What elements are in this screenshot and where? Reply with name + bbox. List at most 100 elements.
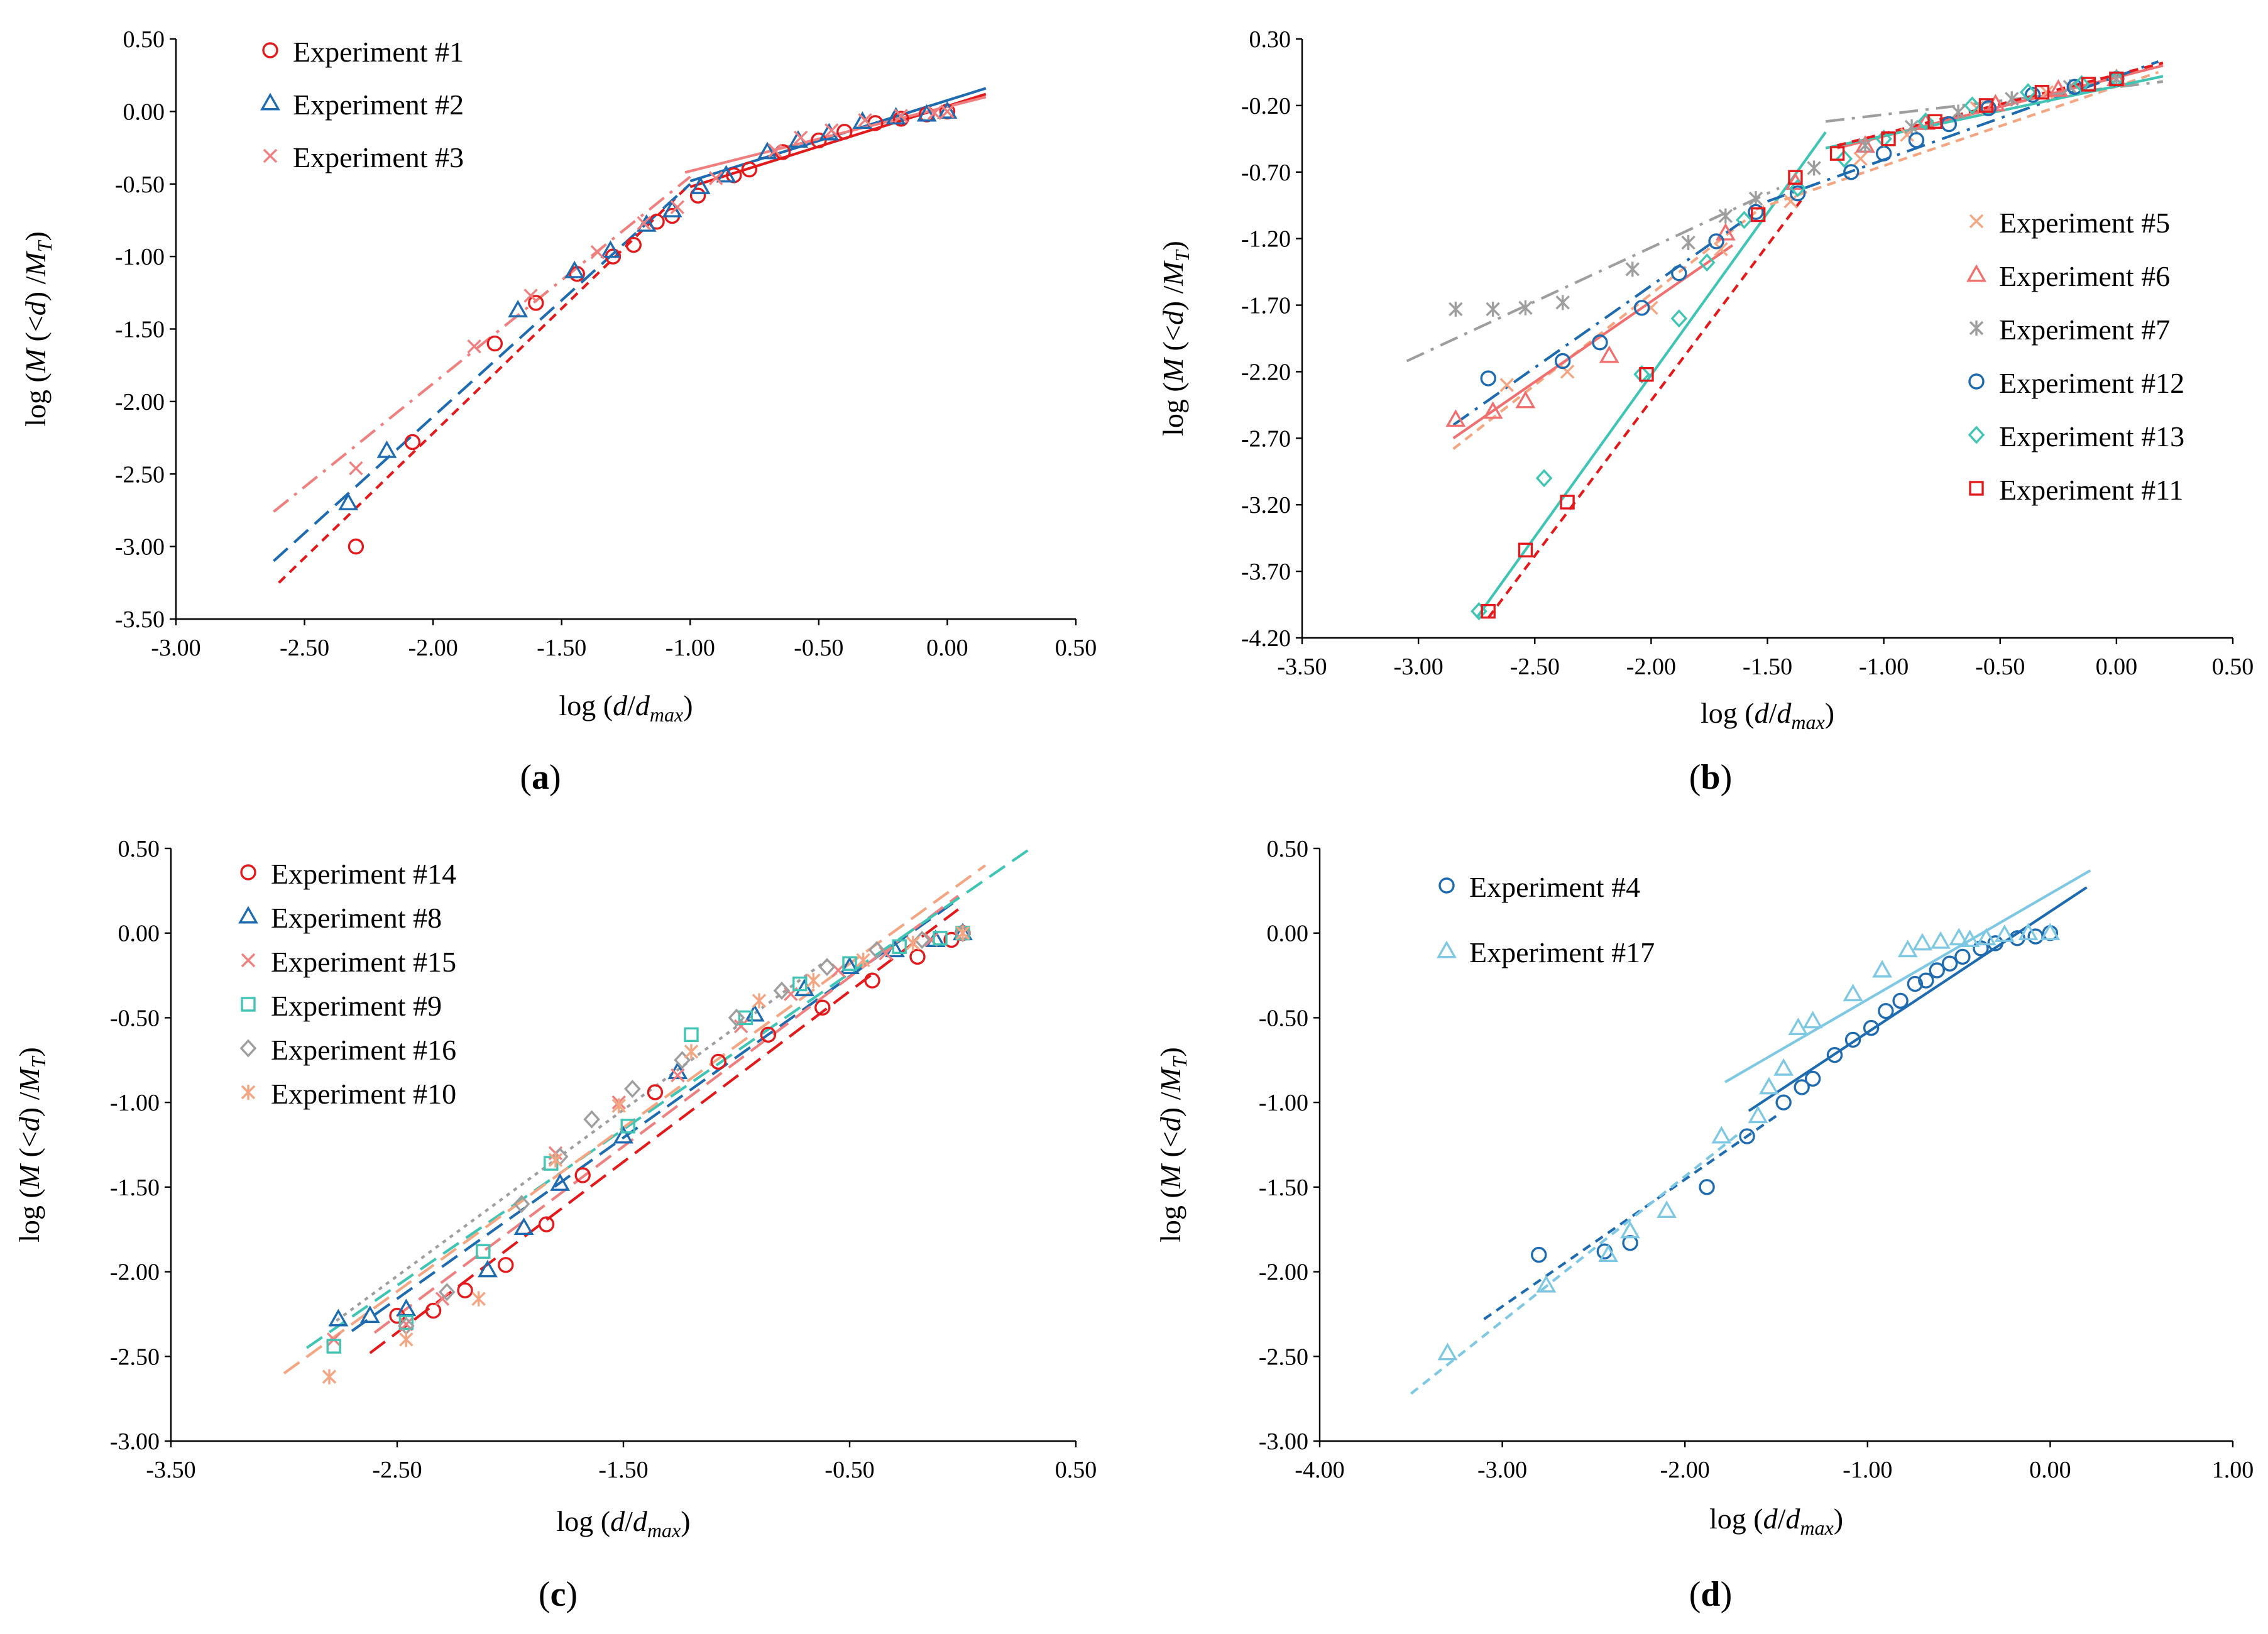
x-tick-label: -3.50	[146, 1457, 195, 1483]
series-experiment-17	[1437, 923, 2061, 1361]
y-tick-label: -2.00	[110, 1259, 160, 1286]
data-point	[892, 939, 907, 954]
data-point	[600, 240, 621, 258]
legend-label: Experiment #15	[271, 946, 456, 978]
data-point	[1775, 1094, 1792, 1110]
panel-label: (c)	[539, 1575, 578, 1614]
legend-label: Experiment #11	[1999, 474, 2183, 506]
data-point	[1481, 603, 1496, 619]
y-axis-label-part: M	[1154, 1163, 1186, 1189]
data-point	[1912, 933, 1932, 951]
x-tick-label: -2.00	[1626, 654, 1676, 680]
data-point	[893, 111, 909, 127]
data-point	[1699, 1179, 1715, 1195]
data-point	[1592, 334, 1608, 351]
data-point	[2018, 923, 2039, 941]
data-point	[478, 1259, 498, 1278]
data-point	[1715, 222, 1736, 241]
y-tick-label: -0.50	[1259, 1005, 1308, 1031]
y-tick-label: -3.00	[115, 534, 165, 561]
data-point	[1739, 1128, 1755, 1144]
data-point	[741, 161, 758, 178]
y-axis-label: log (M (<d) /MT)	[1154, 1047, 1191, 1242]
data-point	[916, 104, 937, 122]
series-experiment-11	[1481, 71, 2124, 619]
data-point	[836, 123, 853, 140]
data-point	[671, 1068, 685, 1083]
data-point	[792, 976, 808, 992]
data-point	[733, 1019, 748, 1034]
data-point	[1449, 301, 1463, 317]
data-point	[1748, 191, 1763, 207]
fit-line	[1406, 187, 1780, 363]
data-point	[1531, 1246, 1547, 1263]
y-axis-label-part: T	[1171, 249, 1193, 261]
y-axis-label-part: d	[19, 300, 52, 315]
data-point	[773, 981, 791, 1000]
data-point	[806, 973, 821, 989]
legend-label: Experiment #1	[293, 36, 464, 68]
legend-marker	[260, 92, 280, 111]
data-point	[955, 925, 970, 941]
fit-line	[369, 908, 960, 1354]
legend-marker	[241, 953, 256, 968]
data-point	[1794, 1079, 1810, 1095]
data-point	[728, 1008, 745, 1027]
data-point	[513, 1195, 530, 1214]
x-tick-label: -0.50	[824, 1457, 874, 1483]
data-point	[894, 109, 908, 123]
data-point	[1599, 345, 1619, 363]
data-point	[1917, 112, 1934, 131]
data-point	[710, 1053, 726, 1070]
data-point	[1954, 948, 1971, 965]
x-tick-label: 0.00	[2096, 654, 2138, 680]
data-point	[840, 957, 860, 975]
data-point	[940, 104, 955, 119]
data-point	[1807, 160, 1821, 176]
data-point	[674, 1051, 691, 1070]
data-point	[1908, 132, 1925, 148]
data-point	[1789, 178, 1806, 197]
data-point	[1959, 929, 1980, 947]
data-point	[811, 132, 827, 149]
data-point	[1750, 207, 1766, 222]
y-axis-label-part: M	[1157, 260, 1189, 287]
data-point	[1633, 365, 1650, 384]
data-point	[716, 165, 737, 183]
data-point	[1536, 1275, 1557, 1293]
data-point	[818, 958, 836, 977]
data-point	[625, 236, 642, 253]
x-axis-label-part: d	[613, 689, 628, 721]
data-point	[684, 1027, 699, 1043]
panel-label: (d)	[1689, 1575, 1732, 1614]
data-point	[856, 952, 870, 968]
y-tick-label: -1.70	[1241, 293, 1291, 319]
x-axis-label: log (d/dmax)	[556, 1505, 690, 1542]
y-tick-label: -1.50	[110, 1175, 160, 1201]
data-point	[1471, 602, 1487, 621]
data-point	[1773, 1058, 1794, 1076]
y-tick-label: -1.00	[1259, 1090, 1308, 1116]
legend-marker	[1438, 877, 1455, 894]
legend-label: Experiment #12	[1999, 367, 2184, 399]
y-tick-label: -3.20	[1241, 492, 1291, 518]
x-tick-label: 0.00	[926, 635, 968, 661]
y-axis-label-part: (<	[1154, 1131, 1186, 1165]
fit-line	[1724, 869, 2091, 1083]
legend-label: Experiment #16	[271, 1034, 456, 1066]
data-point	[438, 1283, 456, 1302]
data-point	[326, 1339, 341, 1354]
data-point	[744, 1004, 765, 1022]
data-point	[1836, 150, 1853, 168]
data-point	[348, 538, 364, 555]
data-point	[760, 1026, 777, 1043]
data-point	[574, 1167, 591, 1183]
data-point	[1931, 931, 1951, 949]
fit-line	[273, 183, 691, 562]
x-tick-label: 0.50	[1055, 635, 1097, 661]
data-point	[1708, 233, 1724, 249]
data-point	[1748, 1105, 1768, 1124]
y-axis-label-part: T	[27, 1055, 50, 1068]
y-axis-label-part: M	[19, 251, 52, 277]
data-point	[1878, 1002, 1894, 1019]
